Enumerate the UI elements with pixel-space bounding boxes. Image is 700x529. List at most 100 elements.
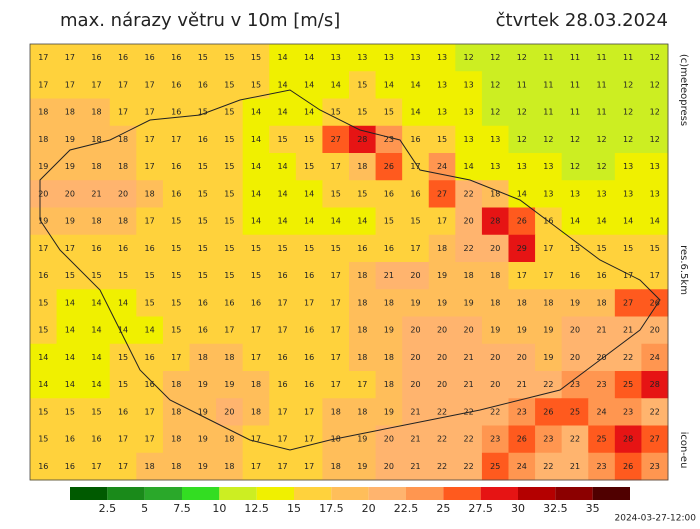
cell	[402, 343, 430, 372]
cell	[375, 44, 403, 72]
cell-value: 20	[490, 244, 500, 253]
cell-value: 14	[38, 380, 48, 389]
cell	[162, 316, 190, 345]
cell	[614, 234, 642, 263]
cell-value: 19	[570, 298, 580, 307]
cell	[216, 44, 244, 72]
cell	[269, 71, 297, 99]
cell	[535, 316, 563, 345]
cell-value: 23	[596, 380, 606, 389]
cell	[535, 343, 563, 372]
cell-value: 23	[650, 462, 660, 471]
cell-value: 25	[596, 435, 606, 444]
cell-value: 16	[171, 53, 181, 62]
cell-value: 16	[65, 435, 75, 444]
cell-value: 15	[171, 298, 181, 307]
colorbar-segment	[219, 487, 257, 500]
cell-value: 18	[145, 462, 155, 471]
cell	[162, 207, 190, 236]
cell	[322, 262, 350, 290]
cell-value: 16	[277, 271, 287, 280]
cell	[349, 343, 377, 372]
cell	[402, 234, 430, 263]
cell	[322, 316, 350, 345]
cell-value: 16	[570, 271, 580, 280]
cell-value: 22	[437, 462, 447, 471]
cell-value: 18	[171, 407, 181, 416]
cell-value: 17	[277, 326, 287, 335]
cell	[189, 452, 217, 481]
cell-value: 20	[384, 435, 394, 444]
cell-value: 18	[490, 298, 500, 307]
cell-value: 17	[65, 244, 75, 253]
cell-value: 14	[623, 217, 633, 226]
cell	[295, 289, 323, 317]
cell	[295, 44, 323, 72]
cell-value: 13	[464, 108, 474, 117]
cell	[162, 343, 190, 372]
cell-value: 17	[251, 462, 261, 471]
cell	[428, 425, 456, 454]
cell	[83, 44, 111, 72]
cell-value: 21	[570, 462, 580, 471]
cell-value: 16	[384, 189, 394, 198]
cell	[588, 452, 616, 481]
colorbar-label: 5	[141, 502, 148, 515]
cell-value: 23	[623, 407, 633, 416]
cell-value: 17	[145, 108, 155, 117]
cell	[402, 180, 430, 208]
cell	[269, 398, 297, 426]
cell	[375, 207, 403, 236]
cell-value: 18	[384, 298, 394, 307]
cell-value: 21	[410, 462, 420, 471]
cell-value: 14	[91, 353, 101, 362]
cell	[481, 71, 509, 99]
cell	[561, 180, 589, 208]
cell	[641, 425, 669, 454]
cell	[375, 71, 403, 99]
cell	[30, 398, 58, 426]
cell	[109, 289, 137, 317]
cell-value: 15	[277, 244, 287, 253]
cell-value: 15	[251, 244, 261, 253]
cell-value: 18	[65, 108, 75, 117]
cell	[455, 425, 483, 454]
cell	[189, 262, 217, 290]
cell	[428, 234, 456, 263]
cell	[216, 153, 244, 181]
cell	[83, 343, 111, 372]
cell-value: 11	[570, 108, 580, 117]
cell-value: 14	[596, 217, 606, 226]
cell-value: 13	[464, 80, 474, 89]
cell-value: 18	[384, 353, 394, 362]
cell-value: 28	[650, 380, 660, 389]
cell	[295, 234, 323, 263]
cell-value: 22	[464, 244, 474, 253]
cell	[402, 125, 430, 154]
cell	[375, 316, 403, 345]
cell	[402, 289, 430, 317]
cell	[242, 98, 270, 127]
cell	[588, 425, 616, 454]
cell-value: 19	[198, 435, 208, 444]
cell-value: 19	[224, 380, 234, 389]
cell-value: 17	[38, 53, 48, 62]
cell-value: 16	[65, 462, 75, 471]
cell	[189, 316, 217, 345]
cell-value: 15	[304, 244, 314, 253]
cell	[56, 316, 84, 345]
cell	[535, 125, 563, 154]
cell	[641, 71, 669, 99]
cell	[189, 289, 217, 317]
cell	[109, 153, 137, 181]
cell	[614, 343, 642, 372]
cell	[136, 262, 164, 290]
cell-value: 24	[517, 462, 527, 471]
cell-value: 14	[304, 80, 314, 89]
cell	[136, 425, 164, 454]
cell-value: 14	[331, 80, 341, 89]
cell-value: 14	[570, 217, 580, 226]
cell	[428, 262, 456, 290]
cell	[162, 371, 190, 399]
